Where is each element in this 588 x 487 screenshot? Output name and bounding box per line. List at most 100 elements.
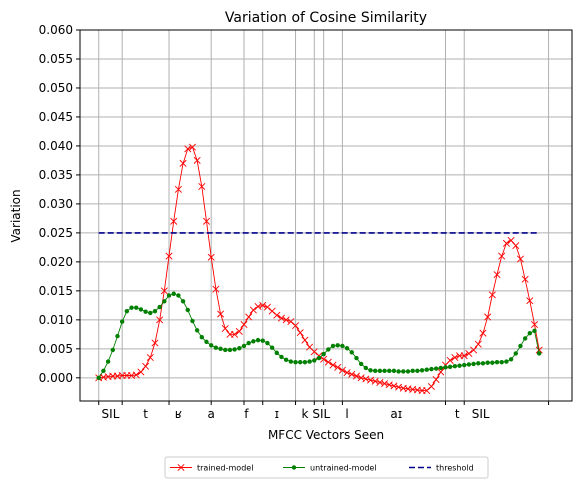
data-point <box>446 356 454 364</box>
data-point <box>451 354 459 362</box>
data-point <box>338 366 346 374</box>
data-point <box>508 357 514 362</box>
plot-area <box>95 143 543 395</box>
data-point <box>190 318 195 324</box>
data-point <box>381 380 389 388</box>
data-point <box>419 368 425 373</box>
data-point <box>324 358 332 366</box>
data-point <box>532 328 537 334</box>
data-point <box>255 337 261 343</box>
data-point <box>282 316 290 324</box>
data-point <box>470 346 478 354</box>
data-point <box>474 340 482 348</box>
data-point <box>535 346 543 354</box>
data-point <box>537 351 542 356</box>
data-point <box>265 340 270 346</box>
data-point <box>184 145 192 153</box>
data-point <box>471 361 476 367</box>
y-tick-label: 0.060 <box>39 23 73 37</box>
y-tick-label: 0.045 <box>39 110 73 124</box>
x-tick-label: SIL <box>102 407 120 421</box>
data-point <box>142 362 150 370</box>
data-point <box>249 306 257 314</box>
y-tick-label: 0.030 <box>39 197 73 211</box>
legend-box <box>164 456 489 479</box>
data-point <box>437 368 445 376</box>
y-tick-label: 0.050 <box>39 81 73 95</box>
data-point <box>302 359 308 365</box>
data-point <box>152 308 158 314</box>
data-point <box>348 370 356 378</box>
data-point <box>460 352 468 360</box>
data-point <box>312 358 317 363</box>
data-point <box>157 304 162 310</box>
data-point <box>124 308 130 314</box>
data-point <box>101 368 106 374</box>
data-point <box>504 359 509 364</box>
series-untrained-model <box>96 291 542 381</box>
data-point <box>352 372 360 380</box>
data-point <box>373 368 378 374</box>
data-point <box>134 305 139 310</box>
data-point <box>251 339 256 344</box>
x-tick-label: ʁ <box>175 407 182 421</box>
data-point <box>488 291 496 299</box>
data-point <box>321 351 326 357</box>
data-point <box>521 275 529 283</box>
data-point <box>410 368 415 374</box>
data-point <box>362 375 370 383</box>
data-point <box>526 297 534 305</box>
data-point <box>129 305 134 310</box>
data-point <box>218 346 223 352</box>
legend-marker <box>291 465 297 470</box>
data-point <box>438 365 443 371</box>
data-point <box>199 335 205 340</box>
data-point <box>235 327 243 335</box>
data-point <box>357 374 365 382</box>
legend-label: threshold <box>436 464 474 473</box>
data-point <box>254 302 262 311</box>
x-tick-label: t <box>455 407 460 421</box>
data-point <box>368 368 373 373</box>
data-point <box>171 291 176 296</box>
data-point <box>212 285 220 293</box>
data-point <box>259 301 267 309</box>
plot-frame <box>79 29 573 402</box>
data-point <box>376 378 384 386</box>
data-point <box>245 313 253 321</box>
data-point <box>146 354 154 362</box>
data-point <box>349 350 354 355</box>
data-point <box>396 369 401 374</box>
data-point <box>405 369 411 374</box>
data-point <box>513 351 518 356</box>
data-point <box>329 361 337 369</box>
data-point <box>193 156 201 164</box>
data-point <box>485 360 490 365</box>
x-axis: SIL t ʁ a f ɪ k SIL l aɪ t SIL <box>98 401 550 421</box>
data-point <box>493 271 501 279</box>
y-tick-label: 0.005 <box>39 342 73 356</box>
data-point <box>207 253 215 261</box>
data-point <box>105 359 111 364</box>
y-tick-label: 0.020 <box>39 255 73 269</box>
data-point <box>227 347 233 353</box>
legend-item-threshold: threshold <box>409 464 474 473</box>
data-point <box>237 346 242 351</box>
y-tick-label: 0.025 <box>39 226 73 240</box>
data-point <box>320 355 328 363</box>
data-point <box>279 354 284 360</box>
x-tick-label: SIL <box>472 407 490 421</box>
data-point <box>358 361 364 367</box>
data-point <box>387 368 392 374</box>
data-point <box>176 293 181 298</box>
data-point <box>260 338 265 343</box>
data-point <box>433 366 439 371</box>
data-point <box>340 343 345 349</box>
data-point <box>457 363 462 368</box>
data-point <box>137 368 145 376</box>
x-tick-label: SIL <box>312 407 330 421</box>
data-point <box>204 339 209 345</box>
data-point <box>427 382 435 391</box>
data-point <box>223 347 228 353</box>
data-point <box>283 357 289 363</box>
